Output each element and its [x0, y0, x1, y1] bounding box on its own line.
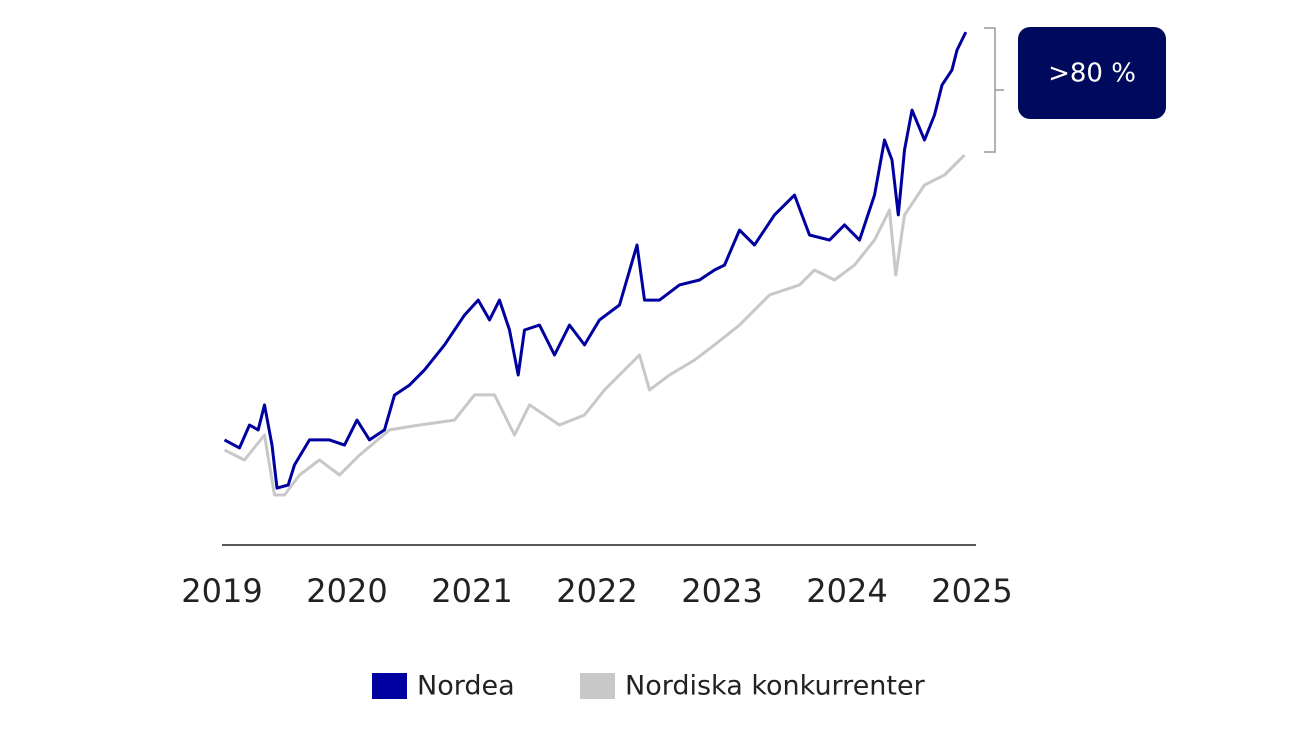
legend-swatch: [372, 673, 407, 699]
x-tick-label: 2019: [181, 572, 262, 610]
x-tick-label: 2024: [806, 572, 887, 610]
series-line: [223, 31, 968, 490]
x-tick-label: 2025: [931, 572, 1012, 610]
x-tick-label: 2022: [556, 572, 637, 610]
series-line: [223, 154, 966, 497]
bracket: [984, 27, 1004, 153]
annotation-box: [1018, 27, 1166, 119]
x-tick-label: 2020: [306, 572, 387, 610]
legend-label: Nordiska konkurrenter: [625, 671, 926, 702]
x-tick-label: 2023: [681, 572, 762, 610]
legend-label: Nordea: [417, 671, 515, 702]
legend-swatch: [580, 673, 615, 699]
x-tick-label: 2021: [431, 572, 512, 610]
annotation: >80 %: [1048, 59, 1136, 89]
